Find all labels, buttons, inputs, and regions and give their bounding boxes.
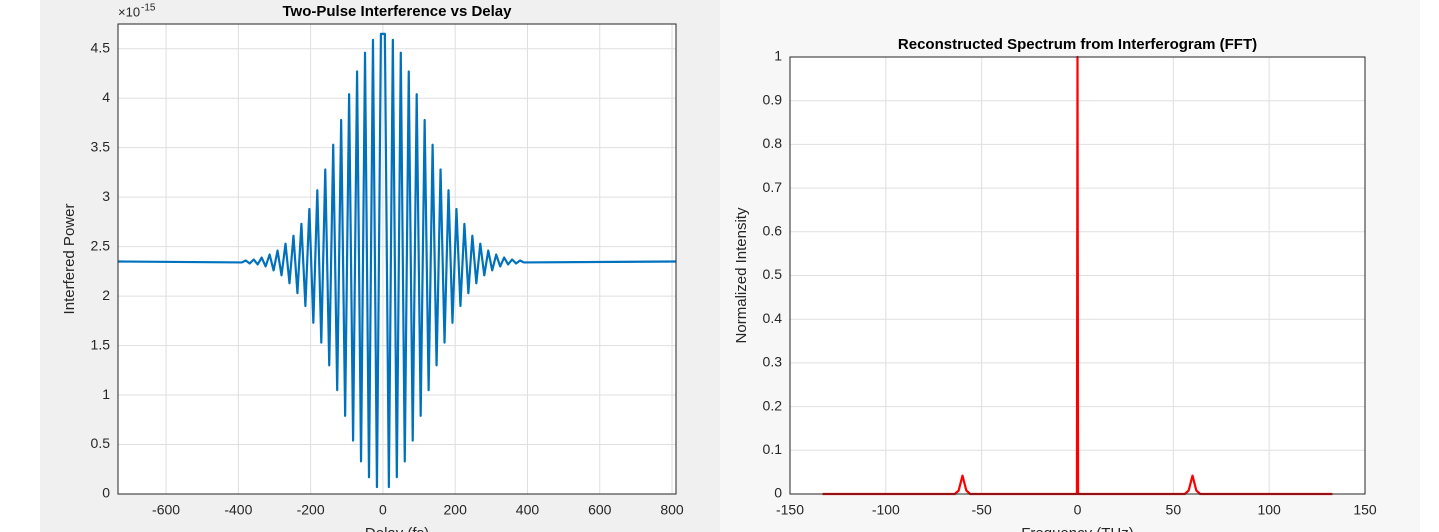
y-tick-label: 0.1 <box>763 441 783 457</box>
x-tick-label: 0 <box>379 502 387 518</box>
y-tick-label: 0.4 <box>763 310 783 326</box>
x-tick-label: -150 <box>776 502 804 518</box>
x-tick-label: -50 <box>972 502 992 518</box>
y-tick-label: 0.3 <box>763 354 783 370</box>
x-tick-label: -400 <box>224 502 252 518</box>
y-tick-label: 4 <box>102 89 110 105</box>
x-tick-label: -200 <box>297 502 325 518</box>
x-tick-label: 0 <box>1074 502 1082 518</box>
x-tick-label: -100 <box>872 502 900 518</box>
x-tick-label: 150 <box>1353 502 1377 518</box>
x-axis-label: Delay (fs) <box>365 525 429 532</box>
x-tick-label: 600 <box>588 502 612 518</box>
y-tick-label: 1 <box>102 386 110 402</box>
x-tick-label: -600 <box>152 502 180 518</box>
y-multiplier: ×10 <box>118 4 140 19</box>
x-tick-label: 50 <box>1166 502 1182 518</box>
y-tick-label: 2.5 <box>91 237 111 253</box>
y-tick-label: 0 <box>102 485 110 501</box>
y-tick-label: 0.7 <box>763 179 783 195</box>
y-tick-label: 0.5 <box>91 435 111 451</box>
y-axis-label: Normalized Intensity <box>733 207 750 343</box>
chart-title: Two-Pulse Interference vs Delay <box>283 3 513 20</box>
axes-border <box>117 23 677 495</box>
x-tick-label: 100 <box>1257 502 1281 518</box>
y-tick-label: 0.9 <box>763 91 783 107</box>
y-tick-label: 3 <box>102 188 110 204</box>
y-tick-label: 1.5 <box>91 336 111 352</box>
x-tick-label: 800 <box>660 502 684 518</box>
y-tick-label: 0.6 <box>763 223 783 239</box>
y-tick-label: 4.5 <box>91 39 111 55</box>
y-multiplier-exponent: -15 <box>141 3 156 14</box>
data-line <box>117 32 677 489</box>
y-tick-label: 3.5 <box>91 138 111 154</box>
y-axis-label: Interfered Power <box>61 204 78 315</box>
chart-title: Reconstructed Spectrum from Interferogra… <box>898 36 1257 53</box>
y-tick-label: 0.8 <box>763 135 783 151</box>
x-tick-label: 200 <box>444 502 468 518</box>
axes-border <box>789 56 1366 495</box>
x-axis-label: Frequency (THz) <box>1021 525 1134 532</box>
y-tick-label: 0.2 <box>763 397 783 413</box>
y-tick-label: 0.5 <box>763 266 783 282</box>
x-tick-label: 400 <box>516 502 540 518</box>
y-tick-label: 0 <box>774 485 782 501</box>
y-tick-label: 2 <box>102 287 110 303</box>
y-tick-label: 1 <box>774 48 782 64</box>
